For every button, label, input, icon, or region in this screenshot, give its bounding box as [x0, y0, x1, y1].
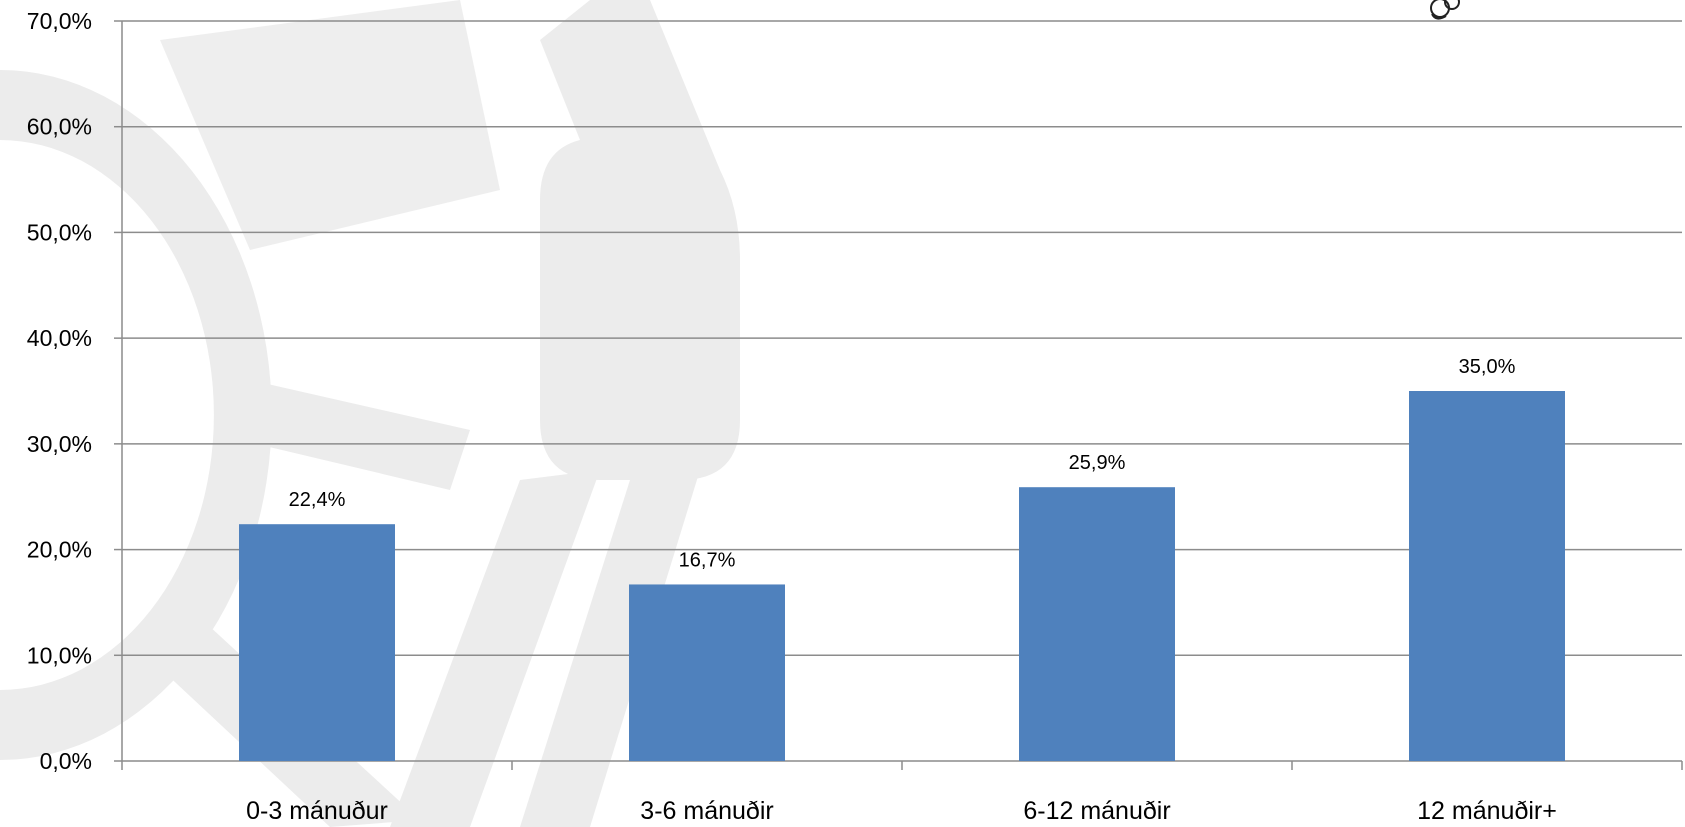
- category-label-2: 6-12 mánuðir: [1023, 797, 1170, 825]
- bar-3: [1409, 391, 1565, 761]
- data-label-2: 25,9%: [1069, 452, 1126, 474]
- y-tick-label: 40,0%: [27, 325, 92, 351]
- y-tick-label: 70,0%: [27, 8, 92, 34]
- doodle-icon: [1430, 0, 1460, 20]
- bar-2: [1019, 487, 1175, 761]
- y-tick-label: 30,0%: [27, 431, 92, 457]
- watermark-logo: [0, 0, 740, 827]
- bars: [239, 391, 1565, 761]
- category-label-3: 12 mánuðir+: [1417, 797, 1557, 825]
- bar-0: [239, 524, 395, 761]
- y-tick-label: 60,0%: [27, 114, 92, 140]
- category-label-1: 3-6 mánuðir: [640, 797, 773, 825]
- data-label-3: 35,0%: [1459, 356, 1516, 378]
- data-label-0: 22,4%: [289, 489, 346, 511]
- y-tick-label: 0,0%: [40, 748, 92, 774]
- labels: 0,0% 10,0% 20,0% 30,0% 40,0% 50,0% 60,0% 70,0% 2…: [27, 8, 1557, 825]
- bar-1: [629, 584, 785, 761]
- y-tick-label: 10,0%: [27, 642, 92, 668]
- y-tick-label: 50,0%: [27, 219, 92, 245]
- category-label-0: 0-3 mánuður: [246, 797, 388, 825]
- y-tick-label: 20,0%: [27, 537, 92, 563]
- data-label-1: 16,7%: [679, 549, 736, 571]
